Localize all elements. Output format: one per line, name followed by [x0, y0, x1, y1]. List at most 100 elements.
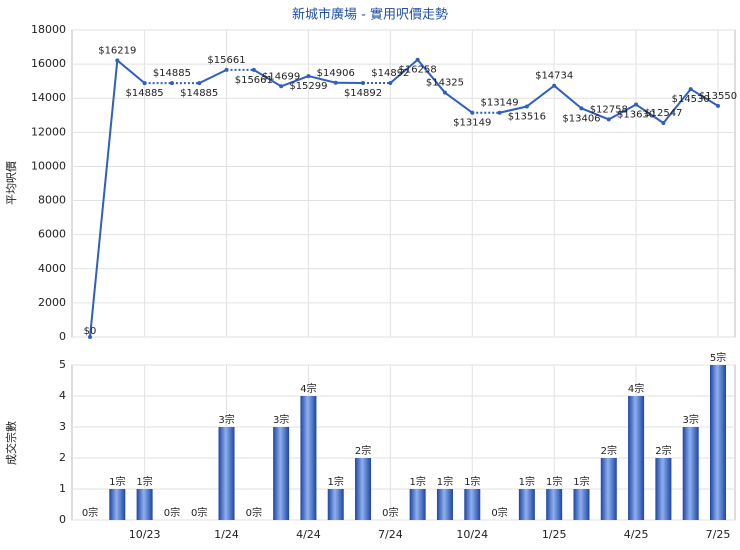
value-label: 2宗	[601, 444, 617, 457]
point	[142, 81, 147, 86]
value-label: $13516	[508, 111, 546, 122]
y-tick-label: 10000	[31, 159, 66, 172]
bar	[218, 427, 235, 520]
line-segment	[581, 107, 610, 121]
bar	[136, 489, 153, 520]
value-label: $12547	[644, 108, 682, 119]
point	[333, 80, 338, 85]
value-label: $13630	[617, 110, 655, 121]
value-label: $14892	[371, 68, 409, 79]
y-axis-label: 平均呎價	[4, 161, 18, 205]
y-tick-label: 0	[59, 513, 66, 526]
line-segment	[198, 68, 227, 85]
point	[197, 81, 202, 86]
point	[716, 103, 720, 108]
value-label: $15661	[235, 75, 273, 86]
y-tick-label: 16000	[31, 57, 66, 70]
value-label: 0宗	[246, 506, 262, 519]
y-tick-label: 6000	[38, 228, 66, 241]
point	[579, 106, 584, 111]
x-tick-label: 1/25	[542, 528, 567, 541]
y-tick-label: 12000	[31, 125, 66, 138]
bar	[109, 489, 126, 520]
bar	[546, 489, 563, 520]
value-label: $15299	[289, 81, 327, 92]
y-tick-label: 18000	[31, 23, 66, 36]
point	[251, 67, 256, 72]
point	[606, 117, 611, 122]
y-tick-label: 4	[59, 389, 66, 402]
value-label: 1宗	[546, 475, 562, 488]
value-label: 0宗	[82, 506, 98, 519]
value-label: 1宗	[409, 475, 425, 488]
value-label: 1宗	[328, 475, 344, 488]
bar	[327, 489, 344, 520]
point	[88, 335, 92, 339]
value-label: $12758	[590, 104, 628, 115]
value-label: $14699	[262, 71, 300, 82]
value-label: $13550	[699, 91, 737, 102]
value-label: $14885	[153, 68, 191, 79]
value-label: 1宗	[464, 475, 480, 488]
x-tick-label: 1/24	[214, 528, 239, 541]
line-segment	[416, 59, 446, 94]
point	[415, 57, 420, 62]
value-label: 1宗	[136, 475, 152, 488]
value-label: $14734	[535, 71, 573, 82]
value-label: $14892	[344, 88, 382, 99]
y-tick-label: 4000	[38, 262, 66, 275]
point	[361, 81, 366, 86]
value-label: $0	[84, 326, 97, 337]
value-label: $13149	[480, 98, 518, 109]
line-segment	[389, 58, 419, 84]
point	[224, 67, 229, 72]
x-tick-label: 10/24	[456, 528, 488, 541]
value-label: $13149	[453, 118, 491, 129]
point	[388, 81, 393, 86]
bar	[273, 427, 290, 520]
value-label: $14885	[126, 88, 164, 99]
bar	[573, 489, 590, 520]
value-label: $13406	[562, 113, 600, 124]
value-label: $14325	[426, 78, 464, 89]
y-tick-label: 2000	[38, 296, 66, 309]
point	[497, 110, 502, 115]
line-segment	[635, 103, 664, 124]
value-label: $14885	[180, 88, 218, 99]
point	[470, 110, 475, 115]
y-tick-label: 1	[59, 482, 66, 495]
value-label: 2宗	[355, 444, 371, 457]
x-tick-label: 4/24	[296, 528, 321, 541]
x-tick-label: 7/25	[706, 528, 731, 541]
line-segment	[662, 88, 692, 124]
value-label: 0宗	[382, 506, 398, 519]
point	[524, 104, 529, 109]
y-tick-label: 0	[59, 330, 66, 343]
value-label: $14530	[672, 94, 710, 105]
value-label: 3宗	[273, 413, 289, 426]
line-segment	[526, 84, 555, 108]
value-label: 5宗	[710, 351, 726, 364]
line-segment	[608, 103, 637, 121]
point	[661, 121, 666, 126]
bar	[355, 458, 372, 520]
point	[634, 102, 639, 107]
chart-title: 新城市廣場 - 實用呎價走勢	[292, 7, 448, 23]
bar	[710, 365, 726, 520]
line-segment	[690, 88, 719, 107]
value-label: 4宗	[300, 382, 316, 395]
value-label: $15661	[207, 55, 245, 66]
point	[306, 74, 311, 79]
bar	[436, 489, 453, 520]
line-segment	[280, 75, 309, 88]
bar	[655, 458, 672, 520]
point	[442, 90, 447, 95]
x-tick-label: 7/24	[378, 528, 403, 541]
value-label: 3宗	[683, 413, 699, 426]
y-tick-label: 14000	[31, 91, 66, 104]
line-segment	[444, 91, 473, 114]
value-label: 1宗	[109, 475, 125, 488]
value-label: 0宗	[191, 506, 207, 519]
value-label: 0宗	[491, 506, 507, 519]
